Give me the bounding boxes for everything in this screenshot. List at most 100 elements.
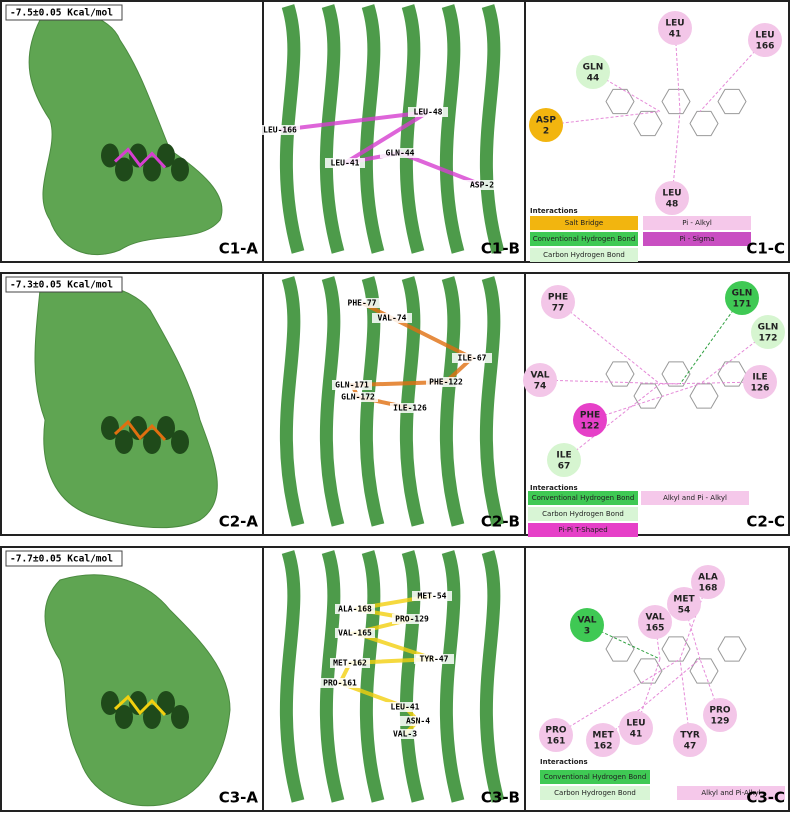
residue-number: 48: [666, 200, 679, 210]
row-frame: [0, 0, 790, 263]
ring: [605, 88, 635, 115]
residue-name: ILE: [752, 373, 767, 383]
interaction-line: [679, 581, 709, 660]
residue-label: LEU-48: [414, 108, 443, 117]
residue-number: 77: [552, 304, 565, 314]
legend-text: Conventional Hydrogen Bond: [544, 773, 647, 781]
interaction-line: [679, 297, 743, 385]
residue-label: GLN-44: [386, 149, 415, 158]
row-frame: [0, 272, 790, 536]
residue-label-bg: [330, 658, 370, 668]
ring: [689, 383, 719, 409]
residue-circle: [751, 315, 785, 349]
protein-surface: [34, 282, 218, 529]
pocket: [101, 143, 119, 168]
interaction-line: [679, 658, 691, 741]
residue-label-bg: [335, 604, 375, 614]
residue-number: 129: [711, 717, 730, 727]
interaction-line: [555, 658, 681, 736]
energy-box: [5, 550, 123, 567]
ring: [717, 361, 747, 387]
legend-text: Conventional Hydrogen Bond: [533, 235, 636, 243]
residue-number: 2: [543, 127, 549, 137]
panel-label: C3-C: [746, 789, 785, 807]
panel-label: C1-B: [481, 240, 520, 258]
residue-name: VAL: [577, 616, 596, 626]
residue-number: 165: [646, 624, 665, 634]
helix: [439, 550, 465, 803]
residue-number: 168: [699, 584, 718, 594]
residue-name: VAL: [530, 371, 549, 381]
legend-swatch: [540, 770, 650, 784]
residue-label-bg: [412, 591, 452, 601]
residue-name: TYR: [680, 731, 700, 741]
legend-title: Interactions: [530, 207, 578, 215]
residue-number: 47: [684, 742, 697, 752]
residue-label: PRO-161: [323, 679, 357, 688]
pocket: [101, 691, 119, 715]
residue-circle: [539, 718, 573, 752]
residue-label-bg: [325, 158, 365, 168]
residue-label: LEU-166: [263, 126, 297, 135]
residue-label-bg: [342, 298, 382, 308]
ligand: [113, 694, 167, 717]
pocket: [171, 157, 189, 182]
ring: [633, 658, 663, 684]
residue-label: LEU-41: [331, 159, 360, 168]
legend-text: Salt Bridge: [565, 219, 603, 227]
helix: [279, 550, 305, 803]
legend-swatch: [530, 248, 638, 262]
panel-label: C2-B: [481, 513, 520, 531]
residue-number: 122: [581, 422, 600, 432]
residue-number: 3: [584, 627, 590, 637]
legend-swatch: [643, 216, 751, 230]
residue-circle: [573, 403, 607, 437]
residue-label-bg: [392, 614, 432, 624]
residue-label: LEU-41: [391, 703, 420, 712]
residue-number: 74: [534, 382, 547, 392]
ring: [661, 88, 691, 115]
energy-box: [5, 276, 123, 293]
helix: [359, 4, 385, 254]
legend-title: Interactions: [530, 484, 578, 492]
interaction-line: [539, 379, 681, 385]
residue-label: PRO-129: [395, 615, 429, 624]
ligand: [337, 594, 435, 736]
residue-name: PHE: [580, 411, 600, 421]
pocket: [143, 430, 161, 454]
legend-title: Interactions: [540, 758, 588, 766]
interaction-line: [545, 111, 661, 126]
legend-swatch: [641, 491, 749, 505]
residue-number: 166: [756, 42, 775, 52]
legend-text: Alkyl and Pi - Alkyl: [663, 494, 727, 502]
legend-text: Pi - Alkyl: [682, 219, 712, 227]
residue-label-bg: [385, 729, 425, 739]
residue-number: 172: [759, 334, 778, 344]
residue-label: ILE-67: [458, 354, 487, 363]
binding-energy: -7.7±0.05 Kcal/mol: [10, 554, 113, 565]
residue-label-bg: [260, 125, 300, 135]
interaction-line: [674, 27, 681, 112]
residue-label: ILE-126: [393, 404, 427, 413]
residue-circle: [725, 281, 759, 315]
legend-swatch: [643, 232, 751, 246]
pocket: [101, 416, 119, 440]
interaction-line: [683, 603, 701, 660]
panel-label: C2-C: [746, 513, 785, 531]
ring: [689, 110, 719, 137]
panel-label: C1-C: [746, 240, 785, 258]
residue-name: GLN: [583, 63, 604, 73]
ring: [605, 636, 635, 662]
interaction-line: [671, 111, 681, 199]
residue-label-bg: [338, 392, 378, 402]
residue-label-bg: [320, 678, 360, 688]
residue-circle: [658, 11, 692, 45]
residue-label-bg: [408, 107, 448, 117]
residue-label: ASN-4: [406, 717, 430, 726]
residue-name: LEU: [626, 719, 645, 729]
helix: [479, 4, 505, 254]
residue-label-bg: [332, 380, 372, 390]
interaction-line: [557, 301, 661, 385]
legend-text: Carbon Hydrogen Bond: [543, 251, 625, 259]
